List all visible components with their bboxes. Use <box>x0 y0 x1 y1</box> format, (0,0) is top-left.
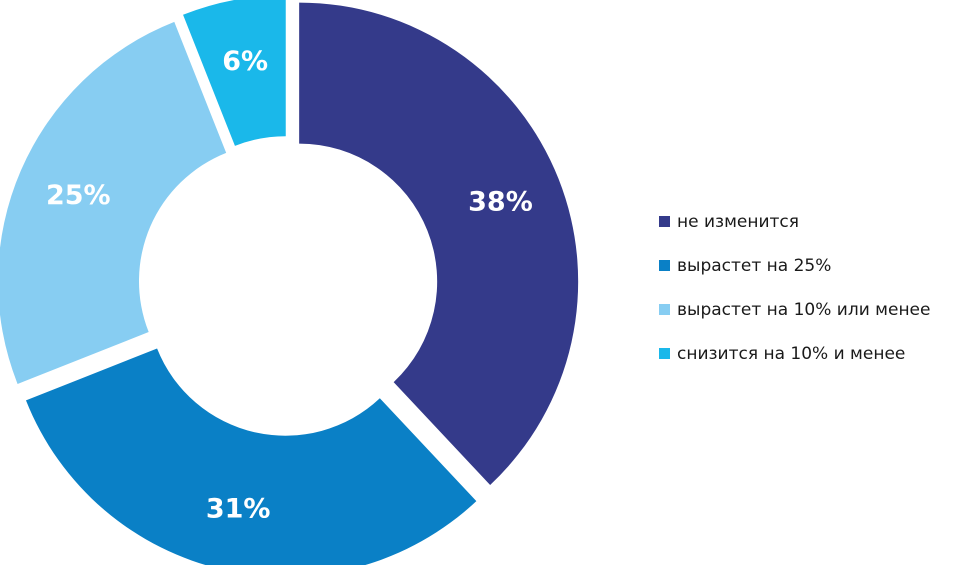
legend-label: снизится на 10% и менее <box>677 343 906 364</box>
donut-slice <box>299 2 579 485</box>
donut-slice <box>25 348 477 565</box>
legend-label: вырастет на 25% <box>677 255 832 276</box>
legend-item-snizitsya-na-10: снизится на 10% и менее <box>659 343 930 364</box>
legend-item-vyrastet-na-10: вырастет на 10% или менее <box>659 299 930 320</box>
legend-swatch <box>659 216 670 227</box>
donut-slice <box>183 0 286 146</box>
legend-swatch <box>659 304 670 315</box>
slice-value-label: 38% <box>468 186 533 217</box>
legend-swatch <box>659 260 670 271</box>
legend-label: вырастет на 10% или менее <box>677 299 931 320</box>
legend: не изменится вырастет на 25% вырастет на… <box>659 211 930 387</box>
slice-value-label: 31% <box>206 493 271 524</box>
legend-item-ne-izmenitsya: не изменится <box>659 211 930 232</box>
legend-swatch <box>659 348 670 359</box>
slice-value-label: 25% <box>46 180 111 211</box>
slice-value-label: 6% <box>222 46 268 77</box>
donut-slice <box>0 21 227 384</box>
legend-item-vyrastet-na-25: вырастет на 25% <box>659 255 930 276</box>
legend-label: не изменится <box>677 211 799 232</box>
